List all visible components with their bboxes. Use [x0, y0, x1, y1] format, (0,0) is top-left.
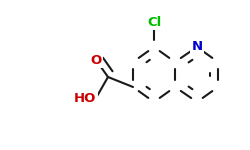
Text: N: N: [192, 40, 202, 54]
Text: Cl: Cl: [147, 15, 161, 28]
Text: HO: HO: [74, 92, 96, 105]
Text: O: O: [90, 54, 102, 66]
